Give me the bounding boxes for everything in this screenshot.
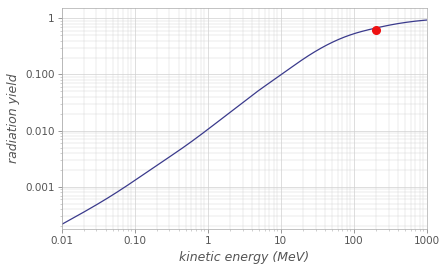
X-axis label: kinetic energy (MeV): kinetic energy (MeV)	[179, 251, 309, 264]
Y-axis label: radiation yield: radiation yield	[7, 74, 20, 163]
